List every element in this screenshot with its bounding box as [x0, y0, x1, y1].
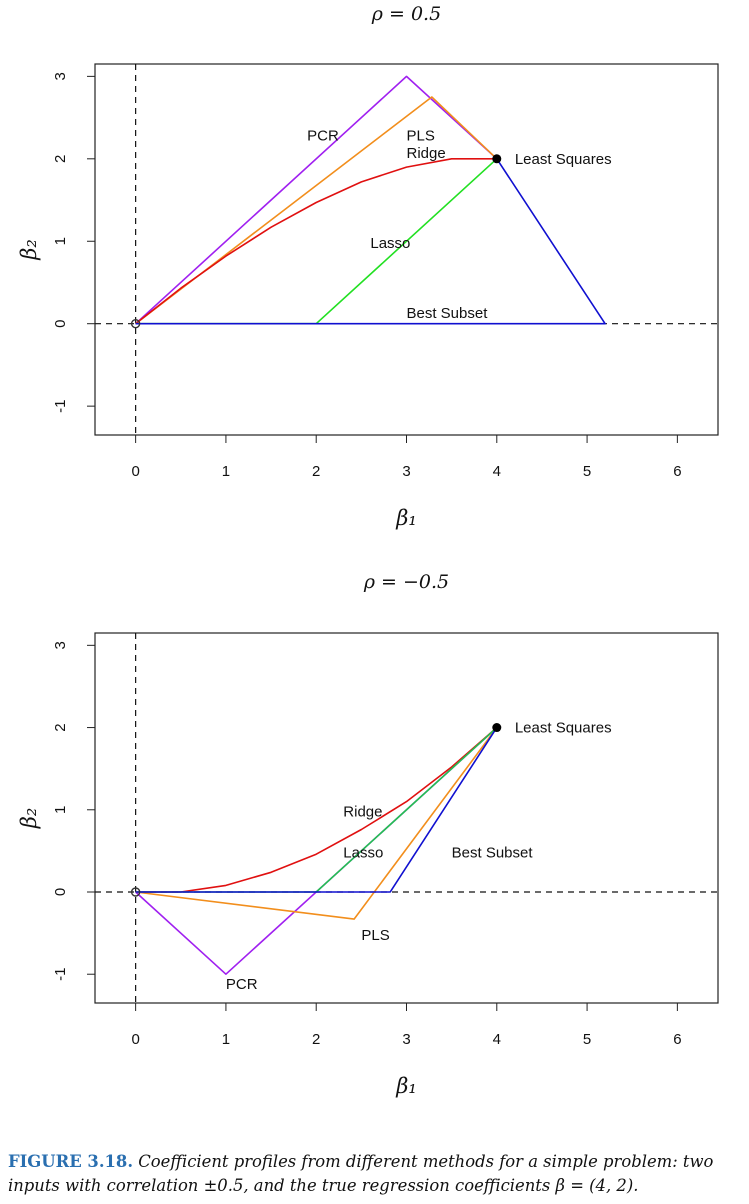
x-tick-label: 1 — [222, 1031, 230, 1048]
label-pcr: PCR — [226, 976, 258, 993]
y-tick-label: 0 — [52, 320, 69, 328]
label-pcr: PCR — [307, 128, 339, 145]
figure-caption: FIGURE 3.18. Coefficient profiles from d… — [8, 1150, 744, 1198]
label-lasso: Lasso — [370, 235, 410, 252]
y-tick-label: 1 — [52, 806, 69, 814]
y-tick-label: -1 — [52, 399, 69, 412]
y-axis-title: β₂ — [17, 239, 41, 261]
series-line-pcr — [135, 727, 498, 975]
series-line-ridge — [135, 726, 498, 893]
y-tick-label: 0 — [52, 888, 69, 896]
x-tick-label: 3 — [402, 463, 410, 480]
y-axis-title: β₂ — [17, 808, 41, 830]
x-tick-label: 2 — [312, 463, 320, 480]
chart-title: ρ = −0.5 — [363, 571, 449, 593]
x-axis-title: β₁ — [395, 506, 417, 530]
x-tick-label: 0 — [131, 1031, 139, 1048]
series-line-lasso — [135, 158, 498, 325]
x-tick-label: 4 — [493, 1031, 501, 1048]
series-line-pls — [135, 96, 498, 325]
caption-label: FIGURE 3.18. — [8, 1152, 134, 1171]
least-squares-point — [492, 154, 502, 164]
series-line-ridge — [135, 158, 497, 325]
label-least-squares: Least Squares — [515, 151, 612, 168]
label-best-subset: Best Subset — [452, 845, 534, 862]
x-tick-label: 5 — [583, 1031, 591, 1048]
caption-text: Coefficient profiles from different meth… — [8, 1152, 714, 1195]
series-line-best-subset — [135, 727, 498, 893]
x-tick-label: 5 — [583, 463, 591, 480]
label-best-subset: Best Subset — [407, 305, 489, 322]
y-tick-label: 2 — [52, 155, 69, 163]
plot-frame — [94, 632, 719, 1004]
label-lasso: Lasso — [343, 845, 383, 862]
series-line-best-subset — [135, 158, 606, 325]
x-tick-label: 6 — [673, 463, 681, 480]
y-tick-label: 1 — [52, 237, 69, 245]
x-tick-label: 1 — [222, 463, 230, 480]
label-ridge: Ridge — [343, 803, 382, 820]
x-tick-label: 4 — [493, 463, 501, 480]
x-axis-title: β₁ — [395, 1074, 417, 1098]
label-pls: PLS — [361, 927, 389, 944]
series-line-pcr — [135, 75, 498, 325]
y-tick-label: 3 — [52, 641, 69, 649]
chart-panel-2: ρ = −0.5 0 1 2 3 4 5 6 -1 0 1 2 3 β₁ β₂ Ridge Lasso Best … — [17, 571, 719, 1098]
label-least-squares: Least Squares — [515, 720, 612, 737]
x-tick-label: 6 — [673, 1031, 681, 1048]
origin-point — [130, 887, 141, 897]
y-tick-label: 2 — [52, 723, 69, 731]
y-tick-label: -1 — [52, 968, 69, 981]
chart-title: ρ = 0.5 — [371, 3, 441, 25]
origin-point — [130, 319, 141, 329]
label-ridge: Ridge — [407, 145, 446, 162]
least-squares-point — [492, 723, 502, 733]
y-tick-label: 3 — [52, 72, 69, 80]
label-pls: PLS — [407, 128, 435, 145]
x-tick-label: 0 — [131, 463, 139, 480]
x-tick-label: 2 — [312, 1031, 320, 1048]
x-tick-label: 3 — [402, 1031, 410, 1048]
series-line-pls — [135, 727, 498, 920]
